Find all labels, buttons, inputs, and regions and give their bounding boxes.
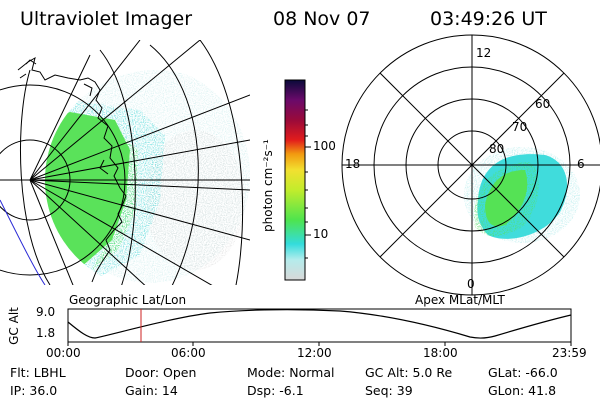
geo-grid (0, 40, 250, 285)
colorbar-tick-label: 100 (313, 139, 336, 153)
instrument-title: Ultraviolet Imager (20, 8, 193, 30)
time-label: 03:49:26 UT (430, 8, 547, 30)
apex-polar-plot (341, 34, 600, 296)
mlt-label-12: 12 (476, 46, 492, 60)
altitude-ticks (67, 309, 572, 346)
mlat-label-70: 70 (512, 120, 528, 134)
gain-info: Gain: 14 (125, 383, 178, 398)
gc-alt-info: GC Alt: 5.0 Re (365, 365, 453, 380)
mlat-label-80: 80 (489, 142, 505, 156)
green-emission-fringe (92, 125, 138, 270)
mode-info: Mode: Normal (247, 365, 335, 380)
colorbar (284, 79, 306, 281)
apex-emission (464, 147, 580, 243)
altitude-plot (67, 308, 572, 346)
mlt-label-0: 0 (467, 277, 475, 291)
filter-info: Flt: LBHL (10, 365, 66, 380)
altitude-x-tick: 12:00 (297, 346, 332, 360)
altitude-x-tick: 00:00 (46, 346, 81, 360)
colorbar-tick-label: 10 (313, 227, 329, 241)
mlt-label-18: 18 (345, 157, 361, 171)
glat-info: GLat: -66.0 (488, 365, 558, 380)
mlt-label-6: 6 (577, 157, 585, 171)
geo-limb-left (20, 69, 51, 285)
seq-info: Seq: 39 (365, 383, 413, 398)
date-label: 08 Nov 07 (273, 8, 371, 30)
altitude-y-tick: 1.8 (36, 326, 56, 340)
altitude-y-tick: 9.0 (36, 305, 56, 319)
altitude-x-tick: 18:00 (423, 346, 458, 360)
geographic-map (0, 40, 250, 285)
coastline-detail (19, 59, 109, 175)
dsp-info: Dsp: -6.1 (247, 383, 304, 398)
geo-axis-blue (0, 199, 46, 285)
altitude-axis-label: GC Alt (7, 307, 21, 345)
altitude-curve (67, 309, 572, 339)
mlat-label-60: 60 (535, 97, 551, 111)
glon-info: GLon: 41.8 (488, 383, 557, 398)
ip-info: IP: 36.0 (10, 383, 58, 398)
haze-region-east (145, 130, 245, 270)
colorbar-unit-label: photon cm⁻²s⁻¹ (261, 139, 275, 232)
coastline (17, 56, 127, 283)
altitude-x-tick: 06:00 (171, 346, 206, 360)
colorbar-ticks (305, 109, 311, 259)
altitude-x-tick: 23:59 (552, 346, 587, 360)
apex-panel-label: Apex MLat/MLT (415, 293, 505, 307)
door-info: Door: Open (125, 365, 197, 380)
geo-panel-label: Geographic Lat/Lon (69, 293, 187, 307)
